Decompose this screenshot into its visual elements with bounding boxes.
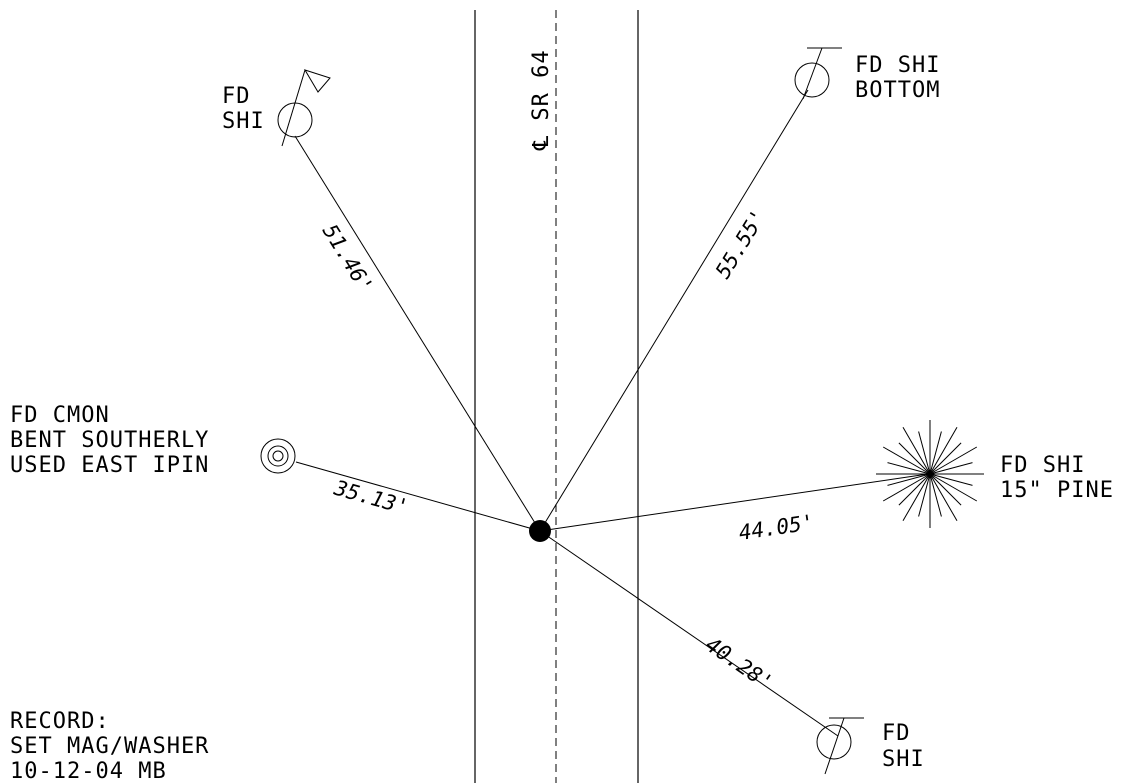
pine-ray xyxy=(902,426,931,475)
distance-ne: 55.55' xyxy=(711,205,771,282)
pine-ray xyxy=(918,431,931,475)
pine-ray xyxy=(929,431,942,475)
tie-line-se xyxy=(539,530,839,737)
distance-se: 40.28' xyxy=(701,632,777,695)
nw-label-line2: SHI xyxy=(222,109,265,134)
pine-ray xyxy=(929,426,958,475)
shi-symbol-se xyxy=(816,717,864,775)
record-line3: 10-12-04 MB xyxy=(10,759,167,783)
center-point-marker xyxy=(529,520,551,542)
shi-flag-symbol-nw xyxy=(277,69,331,147)
distance-e: 44.05' xyxy=(737,510,816,545)
pine-ray xyxy=(887,462,931,475)
shi-symbol-ne xyxy=(794,47,842,100)
pine-ray xyxy=(887,473,931,486)
ne-label-line2: BOTTOM xyxy=(855,78,940,103)
pine-ray xyxy=(929,442,962,475)
pine-ray xyxy=(902,473,931,522)
pine-ray xyxy=(929,473,962,506)
record-line2: SET MAG/WASHER xyxy=(10,734,209,759)
e-label-line1: FD SHI xyxy=(1000,453,1085,478)
w-label-line3: USED EAST IPIN xyxy=(10,453,209,478)
tie-line-ne xyxy=(539,89,809,532)
pine-tree-symbol xyxy=(876,420,984,528)
se-label-line1: FD xyxy=(882,721,911,746)
distance-w: 35.13' xyxy=(331,475,411,519)
pine-ray xyxy=(929,473,973,486)
pine-ray xyxy=(882,446,931,475)
pine-ray xyxy=(898,442,931,475)
pine-ray xyxy=(898,473,931,506)
pine-ray xyxy=(929,446,978,475)
pine-ray xyxy=(918,473,931,517)
e-label-line2: 15" PINE xyxy=(1000,478,1114,503)
record-line1: RECORD: xyxy=(10,709,110,734)
concrete-monument-symbol xyxy=(260,438,296,474)
centerline-label: ℄ SR 64 xyxy=(529,49,554,151)
pine-ray xyxy=(929,473,958,522)
ne-label-line1: FD SHI xyxy=(855,53,940,78)
tie-line-w xyxy=(295,461,541,532)
w-label-line2: BENT SOUTHERLY xyxy=(10,428,209,453)
pine-ray xyxy=(929,473,942,517)
pine-ray xyxy=(929,462,973,475)
nw-label-line1: FD xyxy=(222,84,251,109)
tie-line-e xyxy=(539,473,929,532)
distance-nw: 51.46' xyxy=(318,220,378,297)
pine-ray xyxy=(929,473,978,502)
pine-ray xyxy=(882,473,931,502)
se-label-line2: SHI xyxy=(882,747,925,772)
w-label-line1: FD CMON xyxy=(10,403,110,428)
tie-line-nw xyxy=(294,135,541,532)
